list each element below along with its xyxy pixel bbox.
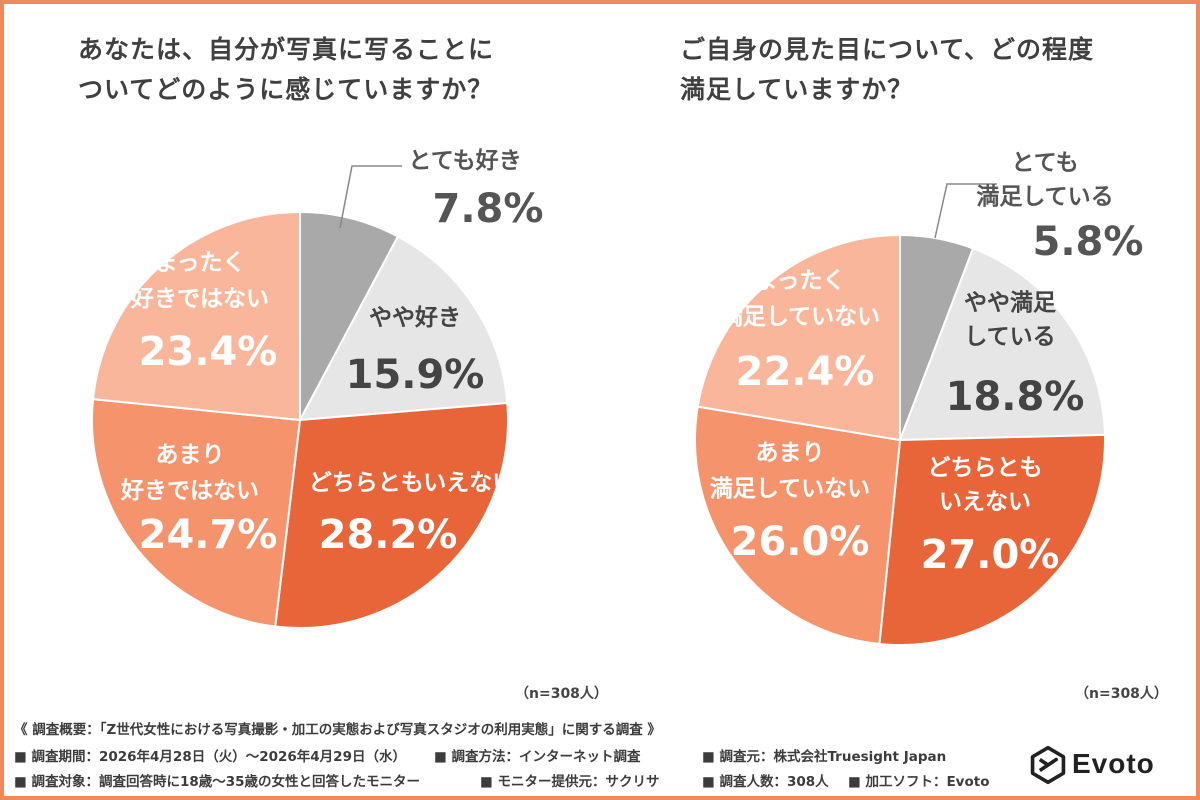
pie-slice — [898, 247, 1106, 442]
slice-label: やや好き — [369, 305, 461, 331]
slice-label: どちらとも — [928, 455, 1043, 481]
slice-value-label: 23.4% — [139, 329, 278, 375]
pie-slice — [91, 398, 302, 628]
chart1-title-line2: ついてどのように感じていますか？ — [78, 75, 494, 104]
survey-source: ■ 調査元：株式会社Truesight Japan — [702, 749, 947, 765]
pie-slice — [878, 433, 1106, 646]
slice-label: やや満足 — [964, 290, 1056, 316]
chart2-title-line2: 満足していますか？ — [680, 75, 914, 104]
slice-label: 好きではない — [120, 478, 259, 504]
chart1-n-label: （n=308人） — [515, 686, 608, 702]
chart2-title: ご自身の見た目について、どの程度 満足していますか？ — [680, 30, 1094, 110]
pie-slice — [298, 235, 509, 422]
slice-value-label: 22.4% — [736, 349, 875, 395]
slice-label: あまり — [756, 440, 825, 466]
leader-line — [934, 183, 997, 239]
pie-slice — [274, 401, 509, 629]
slice-label: とても — [1011, 150, 1078, 176]
slice-value-label: 5.8% — [1033, 219, 1144, 265]
leader-line — [339, 165, 402, 229]
evoto-logo-icon — [1030, 745, 1066, 785]
slice-label: どちらともいえない — [309, 470, 516, 496]
slice-label: まったく — [154, 250, 245, 276]
slice-label: とても好き — [408, 148, 521, 174]
slice-value-label: 18.8% — [946, 374, 1085, 420]
survey-software: ■ 加工ソフト：Evoto — [848, 774, 990, 790]
slice-value-label: 24.7% — [139, 512, 278, 558]
pie-slice — [696, 233, 901, 442]
slice-value-label: 7.8% — [433, 186, 544, 232]
pie-slice — [694, 405, 902, 646]
survey-row-2: ■ 調査対象：調査回答時に18歳〜35歳の女性と回答したモニター ■ モニター提供… — [14, 770, 989, 790]
chart2-title-line1: ご自身の見た目について、どの程度 — [680, 35, 1095, 64]
slice-value-label: 15.9% — [346, 352, 485, 398]
slice-label: 満足している — [976, 184, 1113, 210]
pie-slice — [299, 210, 400, 421]
slice-value-label: 27.0% — [921, 532, 1060, 578]
slice-value-label: 26.0% — [731, 519, 870, 565]
slice-label: 好きではない — [130, 286, 269, 312]
pie-chart-1: とても好き7.8%やや好き15.9%どちらともいえない28.2%あまり好きではな… — [91, 148, 544, 629]
chart2-n-label: （n=308人） — [1075, 686, 1168, 702]
slice-label: いえない — [939, 489, 1031, 515]
survey-row-1: ■ 調査期間：2026年4月28日（火）〜2026年4月29日（水） ■ 調査方法… — [14, 745, 946, 765]
slice-value-label: 28.2% — [319, 512, 458, 558]
survey-target: ■ 調査対象：調査回答時に18歳〜35歳の女性と回答したモニター — [14, 774, 421, 790]
slice-label: 満足していない — [710, 476, 870, 502]
slice-label: 満足していない — [720, 304, 880, 330]
pie-slice — [91, 210, 301, 422]
evoto-logo-text: Evoto — [1072, 748, 1155, 779]
slice-label: あまり — [156, 442, 225, 468]
survey-provider: ■ モニター提供元：サクリサ — [480, 774, 660, 790]
survey-count: ■ 調査人数：308人 — [702, 774, 829, 790]
slice-label: まったく — [754, 268, 845, 294]
slice-label: している — [964, 324, 1055, 350]
survey-period: ■ 調査期間：2026年4月28日（火）〜2026年4月29日（水） — [14, 749, 406, 765]
survey-heading: 《 調査概要：「Z世代女性における写真撮影・加工の実態および写真スタジオの利用実… — [14, 722, 661, 738]
chart1-title-line1: あなたは、自分が写真に写ることに — [78, 35, 495, 64]
chart1-title: あなたは、自分が写真に写ることに ついてどのように感じていますか？ — [78, 30, 494, 110]
survey-method: ■ 調査方法：インターネット調査 — [434, 749, 641, 765]
